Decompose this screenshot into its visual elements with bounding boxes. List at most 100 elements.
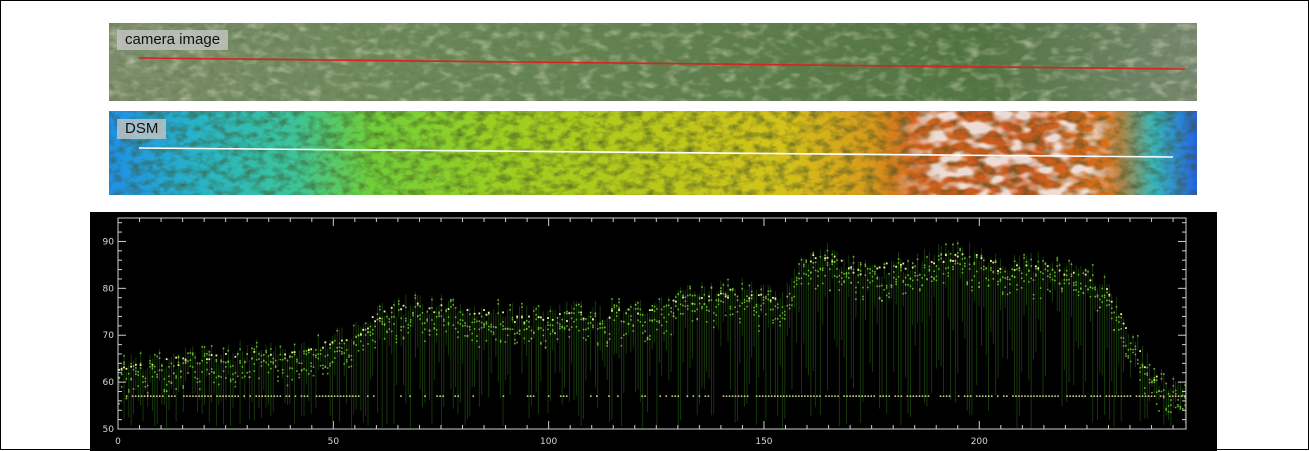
profile-point bbox=[985, 267, 987, 269]
profile-point bbox=[606, 342, 609, 345]
profile-point bbox=[367, 331, 369, 334]
profile-point bbox=[855, 298, 857, 301]
profile-point bbox=[843, 273, 845, 275]
profile-point bbox=[518, 330, 521, 333]
profile-point bbox=[762, 299, 765, 301]
profile-point bbox=[492, 333, 495, 336]
profile-point bbox=[1006, 293, 1009, 296]
profile-point bbox=[888, 292, 890, 295]
profile-point bbox=[855, 286, 857, 289]
highlight-point bbox=[748, 297, 751, 300]
profile-point bbox=[509, 309, 511, 311]
profile-point bbox=[729, 305, 732, 308]
profile-point bbox=[1101, 301, 1104, 303]
profile-point bbox=[433, 323, 436, 325]
profile-point bbox=[348, 354, 350, 357]
profile-point bbox=[1115, 316, 1118, 319]
profile-point bbox=[1184, 396, 1186, 399]
profile-point bbox=[658, 321, 661, 324]
ground-point bbox=[146, 395, 149, 397]
profile-point bbox=[182, 385, 185, 387]
profile-point bbox=[199, 362, 201, 365]
profile-point bbox=[656, 308, 658, 310]
profile-point bbox=[535, 318, 537, 321]
profile-point bbox=[326, 354, 329, 356]
ground-point bbox=[942, 395, 945, 397]
profile-point bbox=[509, 304, 511, 306]
profile-point bbox=[1165, 407, 1167, 410]
profile-point bbox=[561, 325, 564, 328]
ground-point bbox=[348, 395, 351, 397]
profile-point bbox=[416, 315, 419, 317]
ground-point bbox=[152, 395, 155, 397]
profile-point bbox=[994, 261, 997, 263]
y-tick-label: 90 bbox=[103, 237, 115, 247]
profile-point bbox=[1025, 261, 1028, 263]
ground-point bbox=[987, 395, 990, 397]
profile-point bbox=[1028, 269, 1030, 272]
profile-point bbox=[855, 291, 857, 294]
profile-point bbox=[234, 381, 237, 383]
profile-point bbox=[836, 268, 838, 270]
profile-point bbox=[691, 310, 694, 312]
profile-point bbox=[530, 329, 533, 332]
profile-point bbox=[698, 296, 701, 299]
profile-point bbox=[1011, 275, 1014, 277]
profile-point bbox=[189, 365, 192, 368]
ground-point bbox=[810, 395, 812, 397]
profile-point bbox=[1049, 273, 1051, 276]
profile-point bbox=[599, 322, 601, 324]
ground-point bbox=[336, 395, 339, 397]
profile-point bbox=[525, 328, 528, 330]
ground-point bbox=[1093, 395, 1096, 397]
profile-point bbox=[1082, 292, 1085, 294]
profile-point bbox=[284, 357, 286, 360]
profile-point bbox=[1096, 309, 1099, 312]
profile-point bbox=[322, 367, 324, 370]
profile-point bbox=[461, 313, 464, 316]
ground-point bbox=[276, 395, 279, 397]
profile-point bbox=[893, 271, 895, 273]
profile-point bbox=[1094, 295, 1096, 298]
profile-point bbox=[1065, 279, 1068, 281]
ground-point bbox=[198, 395, 200, 397]
profile-point bbox=[608, 338, 611, 340]
profile-point bbox=[1025, 273, 1028, 276]
profile-point bbox=[573, 312, 575, 315]
profile-point bbox=[708, 300, 710, 302]
profile-point bbox=[258, 377, 260, 380]
profile-point bbox=[303, 350, 305, 352]
ground-point bbox=[804, 395, 806, 397]
ground-point bbox=[1075, 395, 1077, 397]
profile-point bbox=[1141, 363, 1144, 366]
highlight-point bbox=[627, 308, 630, 311]
profile-point bbox=[537, 305, 540, 307]
profile-point bbox=[897, 261, 900, 264]
profile-point bbox=[665, 330, 668, 332]
profile-point bbox=[274, 366, 277, 369]
profile-point bbox=[499, 341, 502, 343]
ground-point bbox=[945, 395, 948, 397]
profile-point bbox=[651, 304, 654, 307]
profile-point bbox=[191, 354, 194, 356]
profile-point bbox=[741, 302, 744, 305]
profile-point bbox=[999, 280, 1002, 282]
profile-point bbox=[310, 362, 312, 364]
profile-point bbox=[1051, 278, 1054, 281]
profile-point bbox=[239, 348, 241, 351]
highlight-point bbox=[390, 306, 393, 309]
profile-point bbox=[727, 295, 729, 297]
profile-point bbox=[123, 363, 125, 366]
profile-point bbox=[461, 319, 464, 322]
profile-point bbox=[556, 338, 559, 340]
profile-point bbox=[203, 346, 206, 348]
profile-point bbox=[1125, 344, 1127, 347]
profile-point bbox=[573, 307, 575, 310]
profile-point bbox=[563, 312, 566, 314]
highlight-point bbox=[980, 257, 983, 260]
profile-point bbox=[779, 324, 781, 327]
profile-point bbox=[826, 249, 829, 252]
profile-point bbox=[627, 323, 630, 325]
profile-point bbox=[928, 268, 931, 271]
profile-point bbox=[177, 356, 180, 359]
